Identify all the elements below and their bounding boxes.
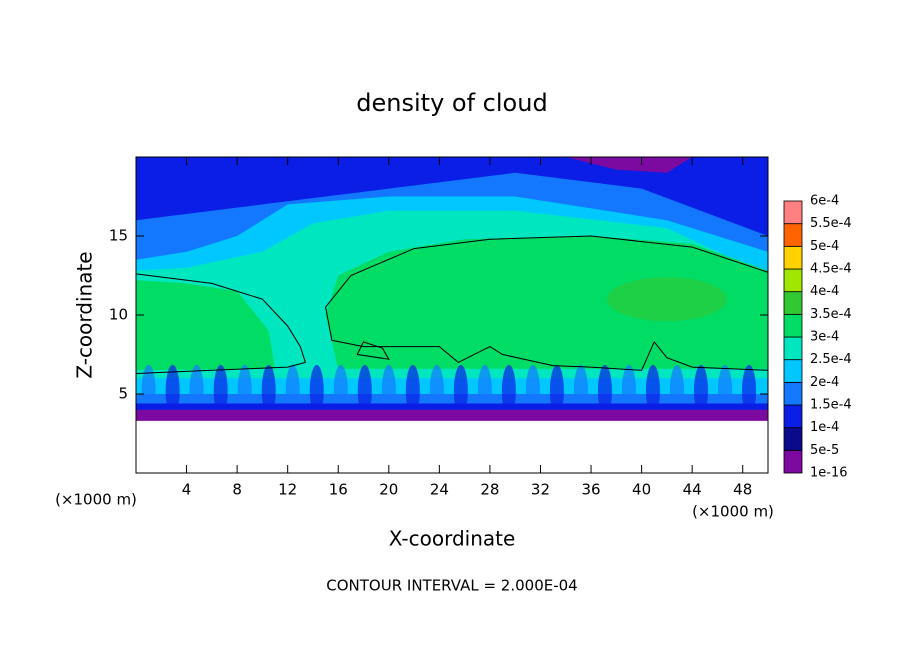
x-tick-label: 8 [232,481,242,499]
colorbar-box [783,449,803,474]
colorbar-box [783,404,803,429]
y-tick-label: 5 [118,385,128,403]
footer: CONTOUR INTERVAL = 2.000E-04 [326,577,577,595]
x-tick-label: 48 [733,481,752,499]
y-tick-label: 15 [109,227,128,245]
colorbar-label: 2.5e-4 [810,352,852,367]
colorbar-box [783,359,803,383]
colorbar-label: 3.5e-4 [810,307,852,322]
colorbar-label: 2e-4 [810,375,839,390]
y-unit: (×1000 m) [55,491,137,509]
field-corner [565,157,693,173]
y-tick-label: 10 [109,306,128,324]
colorbar-box [783,313,803,338]
x-tick-label: 36 [581,481,600,499]
colorbar-label: 4e-4 [810,284,839,299]
colorbar-label: 4.5e-4 [810,262,852,277]
field-top [136,157,768,236]
field [136,157,768,473]
x-axis-label: X-coordinate [389,527,516,551]
colorbar-label: 1.5e-4 [810,398,852,413]
colorbar-label: 5.5e-4 [810,216,852,231]
x-unit: (×1000 m) [692,503,774,521]
x-tick-label: 12 [278,481,297,499]
colorbar-box [783,268,803,293]
colorbar-label: 3e-4 [810,330,839,345]
colorbar-label: 1e-16 [810,466,848,481]
colorbar-box [783,427,803,451]
contour-line [325,235,768,371]
colorbar-label: 1e-4 [810,420,839,435]
x-tick-label: 4 [182,481,192,499]
x-tick-label: 20 [379,481,398,499]
field-peak [606,277,727,322]
colorbar-box [783,381,803,406]
chart-title: density of cloud [356,89,547,117]
colorbar-box [783,291,803,315]
x-tick-label: 24 [430,481,449,499]
contour-line [356,341,390,360]
x-tick-label: 40 [632,481,651,499]
field-green-right [325,236,768,369]
colorbar-label: 5e-5 [810,443,839,458]
colorbar-box [783,336,803,361]
colorbar-label: 5e-4 [810,239,839,254]
x-tick-label: 44 [683,481,702,499]
x-tick-label: 28 [480,481,499,499]
field-empty [136,420,768,473]
colorbar-box [783,200,803,225]
contour-line [136,273,307,374]
x-tick-label: 32 [531,481,550,499]
colorbar-box [783,223,803,247]
field-base [136,409,768,423]
colorbar-label: 6e-4 [810,194,839,209]
field-green-left [136,280,275,371]
y-axis-label: Z-coordinate [73,251,97,378]
x-tick-label: 16 [329,481,348,499]
colorbar-box [783,245,803,270]
